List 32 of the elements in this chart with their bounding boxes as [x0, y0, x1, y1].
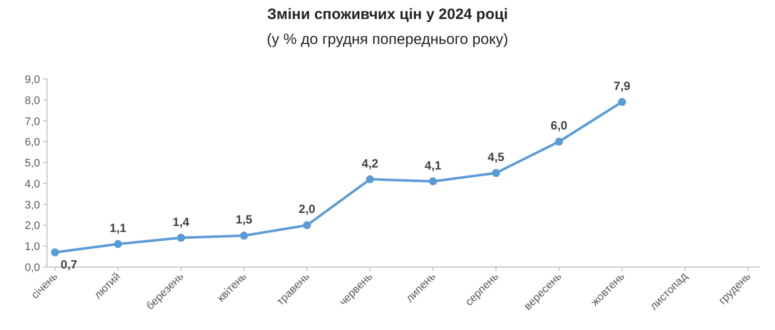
point: [492, 169, 500, 177]
data-label: 1,1: [110, 221, 127, 236]
y-tick-label: 2,0: [24, 220, 40, 232]
data-label: 4,2: [362, 156, 379, 170]
y-tick-label: 3,0: [24, 199, 40, 212]
point: [555, 138, 563, 146]
chart-title: Зміни споживчих цін у 2024 році: [267, 6, 508, 23]
point: [177, 234, 185, 242]
y-tick-label: 9,0: [24, 74, 40, 86]
point: [240, 232, 248, 240]
y-tick-label: 1,0: [24, 241, 40, 254]
data-label: 7,9: [614, 78, 631, 93]
data-label: 2,0: [298, 202, 316, 216]
y-tick-label: 0,0: [24, 262, 40, 274]
chart-subtitle: (у % до грудня попереднього року): [266, 31, 508, 48]
y-tick-label: 8,0: [24, 94, 40, 107]
point: [366, 175, 374, 184]
data-label: 0,7: [60, 257, 78, 272]
point: [618, 98, 626, 106]
data-label: 1,4: [172, 214, 190, 229]
y-tick-label: 7,0: [24, 116, 40, 128]
y-tick-label: 5,0: [24, 158, 40, 170]
point: [429, 177, 437, 186]
data-label: 4,5: [488, 150, 505, 164]
data-label: 4,1: [424, 158, 442, 172]
y-tick-label: 4,0: [24, 178, 40, 190]
y-tick-label: 6,0: [24, 136, 40, 149]
point: [51, 248, 59, 256]
data-label: 6,0: [550, 118, 568, 133]
data-label: 1,5: [236, 212, 253, 227]
point: [303, 221, 311, 230]
point: [114, 240, 122, 248]
